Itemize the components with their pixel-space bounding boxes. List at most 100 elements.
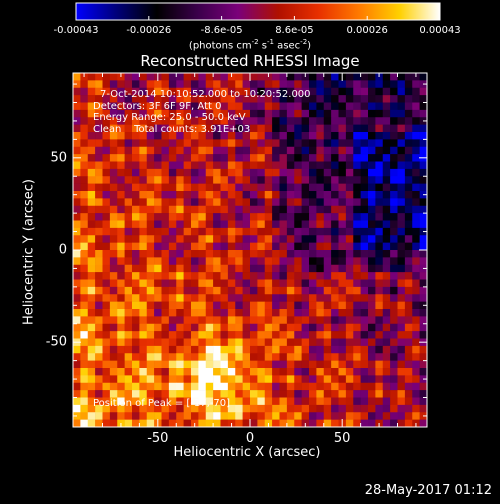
heatmap-cell: [213, 301, 221, 310]
heatmap-cell: [250, 95, 258, 103]
heatmap-cell: [80, 117, 89, 125]
heatmap-cell: [419, 345, 428, 354]
heatmap-cell: [161, 353, 170, 361]
heatmap-cell: [331, 323, 339, 332]
heatmap-cell: [345, 213, 354, 221]
heatmap-cell: [353, 419, 361, 428]
heatmap-cell: [301, 390, 310, 398]
heatmap-cell: [198, 87, 207, 96]
heatmap-cell: [272, 316, 280, 325]
heatmap-cell: [390, 382, 398, 391]
heatmap-cell: [235, 109, 243, 118]
heatmap-cell: [257, 368, 266, 376]
heatmap-cell: [132, 331, 140, 339]
heatmap-cell: [168, 412, 177, 420]
heatmap-cell: [205, 198, 214, 207]
heatmap-cell: [242, 331, 251, 339]
heatmap-cell: [73, 73, 81, 81]
heatmap-cell: [412, 404, 420, 413]
heatmap-cell: [191, 205, 199, 214]
heatmap-cell: [176, 294, 184, 302]
heatmap-cell: [316, 264, 325, 273]
heatmap-cell: [360, 404, 369, 413]
heatmap-cell: [404, 419, 413, 428]
heatmap-cell: [132, 102, 140, 111]
heatmap-cell: [235, 117, 243, 125]
heatmap-cell: [264, 154, 273, 162]
heatmap-cell: [338, 272, 347, 280]
heatmap-cell: [161, 316, 170, 325]
heatmap-cell: [235, 279, 243, 288]
heatmap-cell: [323, 250, 332, 258]
heatmap-cell: [102, 213, 111, 221]
heatmap-cell: [309, 73, 317, 81]
heatmap-cell: [250, 227, 258, 236]
heatmap-cell: [176, 132, 184, 140]
heatmap-cell: [220, 205, 229, 214]
heatmap-cell: [286, 353, 295, 361]
heatmap-cell: [242, 124, 251, 133]
heatmap-cell: [368, 404, 376, 413]
heatmap-cell: [272, 279, 280, 288]
heatmap-cell: [419, 176, 428, 184]
heatmap-cell: [279, 360, 288, 369]
heatmap-cell: [117, 360, 125, 369]
heatmap-cell: [80, 360, 89, 369]
heatmap-cell: [168, 345, 177, 354]
heatmap-cell: [95, 286, 103, 295]
heatmap-cell: [176, 102, 184, 111]
heatmap-cell: [360, 323, 369, 332]
heatmap-cell: [109, 183, 118, 192]
heatmap-cell: [109, 109, 118, 118]
heatmap-cell: [198, 360, 207, 369]
heatmap-cell: [404, 309, 413, 317]
heatmap-cell: [404, 95, 413, 103]
heatmap-cell: [124, 368, 133, 376]
heatmap-cell: [161, 154, 170, 162]
heatmap-cell: [124, 390, 133, 398]
heatmap-cell: [279, 73, 288, 81]
heatmap-cell: [80, 264, 89, 273]
heatmap-cell: [191, 397, 199, 406]
heatmap-cell: [309, 404, 317, 413]
heatmap-cell: [132, 183, 140, 192]
heatmap-cell: [139, 353, 148, 361]
heatmap-cell: [294, 80, 302, 89]
heatmap-cell: [132, 412, 140, 420]
heatmap-cell: [198, 286, 207, 295]
heatmap-cell: [242, 316, 251, 325]
heatmap-cell: [227, 198, 236, 207]
heatmap-cell: [250, 102, 258, 111]
heatmap-cell: [345, 338, 354, 347]
heatmap-cell: [124, 198, 133, 207]
heatmap-cell: [264, 264, 273, 273]
heatmap-cell: [191, 404, 199, 413]
heatmap-cell: [102, 412, 111, 420]
heatmap-cell: [213, 257, 221, 266]
heatmap-cell: [286, 279, 295, 288]
heatmap-cell: [183, 345, 192, 354]
heatmap-cell: [397, 146, 406, 155]
heatmap-cell: [109, 360, 118, 369]
heatmap-cell: [117, 205, 125, 214]
heatmap-cell: [124, 154, 133, 162]
heatmap-cell: [279, 191, 288, 199]
heatmap-cell: [250, 117, 258, 125]
heatmap-cell: [301, 176, 310, 184]
heatmap-cell: [286, 139, 295, 148]
heatmap-cell: [139, 390, 148, 398]
heatmap-cell: [390, 272, 398, 280]
heatmap-cell: [316, 397, 325, 406]
heatmap-cell: [109, 368, 118, 376]
heatmap-cell: [397, 80, 406, 89]
heatmap-cell: [323, 191, 332, 199]
heatmap-cell: [316, 235, 325, 243]
heatmap-cell: [331, 257, 339, 266]
heatmap-cell: [382, 132, 391, 140]
heatmap-cell: [191, 309, 199, 317]
heatmap-cell: [213, 382, 221, 391]
heatmap-cell: [404, 176, 413, 184]
heatmap-cell: [198, 205, 207, 214]
heatmap-cell: [95, 360, 103, 369]
heatmap-cell: [323, 286, 332, 295]
